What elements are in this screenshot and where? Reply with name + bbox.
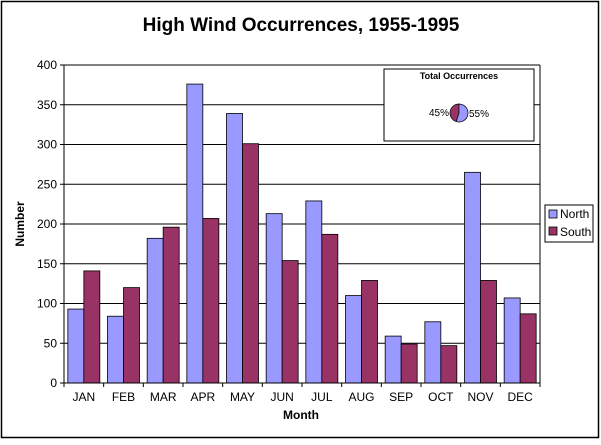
grid-lines — [64, 64, 540, 344]
bar-south-jun — [281, 260, 299, 384]
bar-north-jun — [265, 213, 283, 384]
y-axis-label: Number — [13, 201, 27, 247]
bar-north-sep — [384, 335, 402, 384]
pie — [449, 103, 469, 123]
bar-south-nov — [480, 280, 497, 384]
x-tick-labels: JAN FEB MAR APR MAY JUN JUL AUG SEP OCT NOV DEC — [63, 383, 541, 404]
y-tick-label: 400 — [37, 58, 57, 72]
x-tick-label: AUG — [348, 390, 374, 404]
legend-label-north: North — [560, 207, 589, 221]
pie-slice-1 — [455, 103, 469, 123]
bar-south-may — [242, 143, 259, 384]
legend-label-south: South — [560, 225, 591, 239]
bars — [67, 83, 537, 384]
bar-north-nov — [464, 171, 481, 384]
bar-north-oct — [424, 321, 442, 384]
bar-south-feb — [123, 287, 140, 384]
bar-north-mar — [146, 237, 164, 384]
y-tick-label: 150 — [37, 257, 57, 271]
y-tick-label: 350 — [37, 98, 57, 112]
inset-title: Total Occurrences — [420, 71, 498, 81]
bar-north-aug — [345, 295, 362, 384]
bar-south-oct — [440, 345, 458, 384]
bar-south-mar — [162, 226, 180, 384]
bar-north-may — [226, 113, 243, 384]
legend: North South — [544, 204, 594, 243]
y-tick-labels: 0 50 100 150 200 250 300 350 400 — [37, 58, 64, 390]
y-tick-label: 300 — [37, 138, 57, 152]
pie-slice-0 — [449, 103, 460, 123]
y-tick-label: 250 — [37, 177, 57, 191]
x-tick-label: DEC — [507, 390, 533, 404]
y-tick-label: 100 — [37, 297, 57, 311]
bar-south-jan — [83, 270, 101, 384]
bar-south-dec — [519, 313, 537, 384]
pie-label-south: 45% — [429, 108, 449, 119]
bar-south-sep — [400, 343, 418, 384]
bar-north-jan — [67, 308, 85, 384]
x-tick-label: SEP — [389, 390, 413, 404]
x-tick-label: OCT — [428, 390, 454, 404]
x-tick-label: FEB — [112, 390, 135, 404]
bar-north-jul — [305, 200, 323, 384]
bar-north-dec — [503, 297, 521, 384]
x-axis-label: Month — [283, 408, 319, 422]
y-tick-label: 200 — [37, 217, 57, 231]
legend-swatch-north — [548, 209, 558, 219]
y-tick-label: 0 — [50, 376, 57, 390]
legend-swatch-south — [548, 226, 558, 236]
chart-title: High Wind Occurrences, 1955-1995 — [143, 15, 460, 36]
bar-south-aug — [361, 280, 378, 384]
x-tick-label: JUL — [311, 390, 333, 404]
bar-north-apr — [186, 83, 204, 384]
x-tick-label: MAR — [150, 390, 177, 404]
x-tick-label: APR — [190, 390, 215, 404]
x-tick-label: JAN — [72, 390, 95, 404]
x-tick-label: JUN — [270, 390, 293, 404]
y-tick-label: 50 — [44, 336, 58, 350]
pie-label-north: 55% — [469, 109, 489, 120]
x-tick-label: NOV — [467, 390, 493, 404]
bar-south-jul — [321, 233, 339, 384]
inset-pie-chart: Total Occurrences 45% 55% — [383, 68, 535, 142]
bar-north-feb — [107, 315, 124, 384]
bar-south-apr — [202, 218, 220, 384]
x-tick-label: MAY — [230, 390, 255, 404]
